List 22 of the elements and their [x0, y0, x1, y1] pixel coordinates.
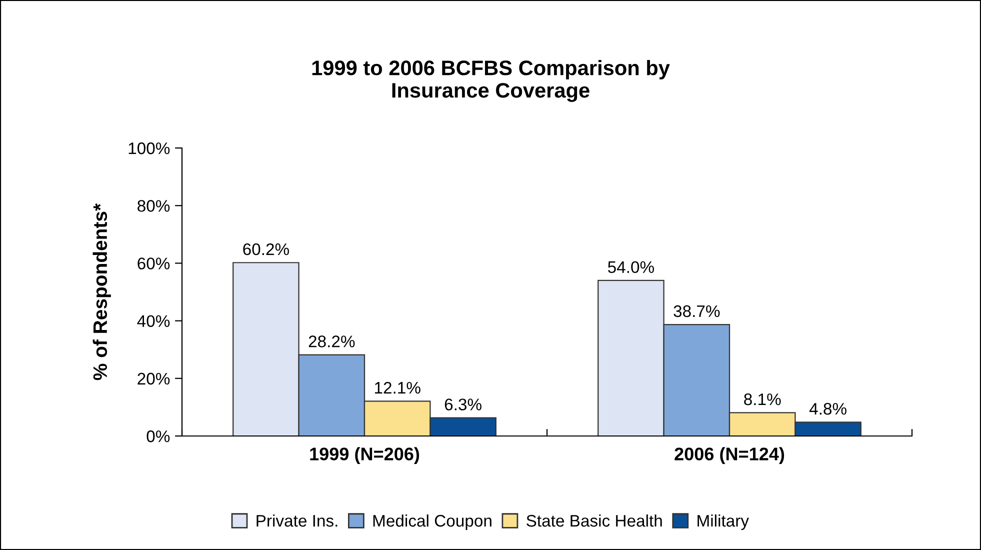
x-tick-label: 1999 (N=206) [310, 447, 420, 464]
data-label: 60.2% [243, 243, 289, 256]
data-label: 38.7% [674, 305, 720, 318]
data-label: 8.1% [744, 393, 781, 406]
y-axis-title: % of Respondents* [92, 203, 111, 380]
legend-label: Military [698, 514, 749, 530]
y-tick-label: 40% [137, 315, 170, 328]
legend-label: Medical Coupon [373, 514, 492, 530]
data-label: 12.1% [374, 382, 420, 394]
data-label: 4.8% [809, 402, 846, 415]
legend-label: State Basic Health [526, 514, 662, 527]
x-tick-label: 2006 (N=124) [674, 447, 784, 464]
data-label: 54.0% [608, 261, 654, 274]
y-tick-label: 100% [128, 142, 170, 154]
y-tick-label: 60% [138, 258, 170, 270]
y-tick-label: 20% [138, 372, 170, 385]
y-tick-label: 80% [138, 200, 170, 212]
data-label: 6.3% [444, 398, 482, 410]
y-tick-label: 0% [146, 430, 170, 442]
legend-label: Private Ins. [256, 514, 338, 527]
chart-title: 1999 to 2006 BCFBS Comparison by Insurance Coverage [312, 60, 670, 102]
data-label: 28.2% [308, 336, 355, 348]
